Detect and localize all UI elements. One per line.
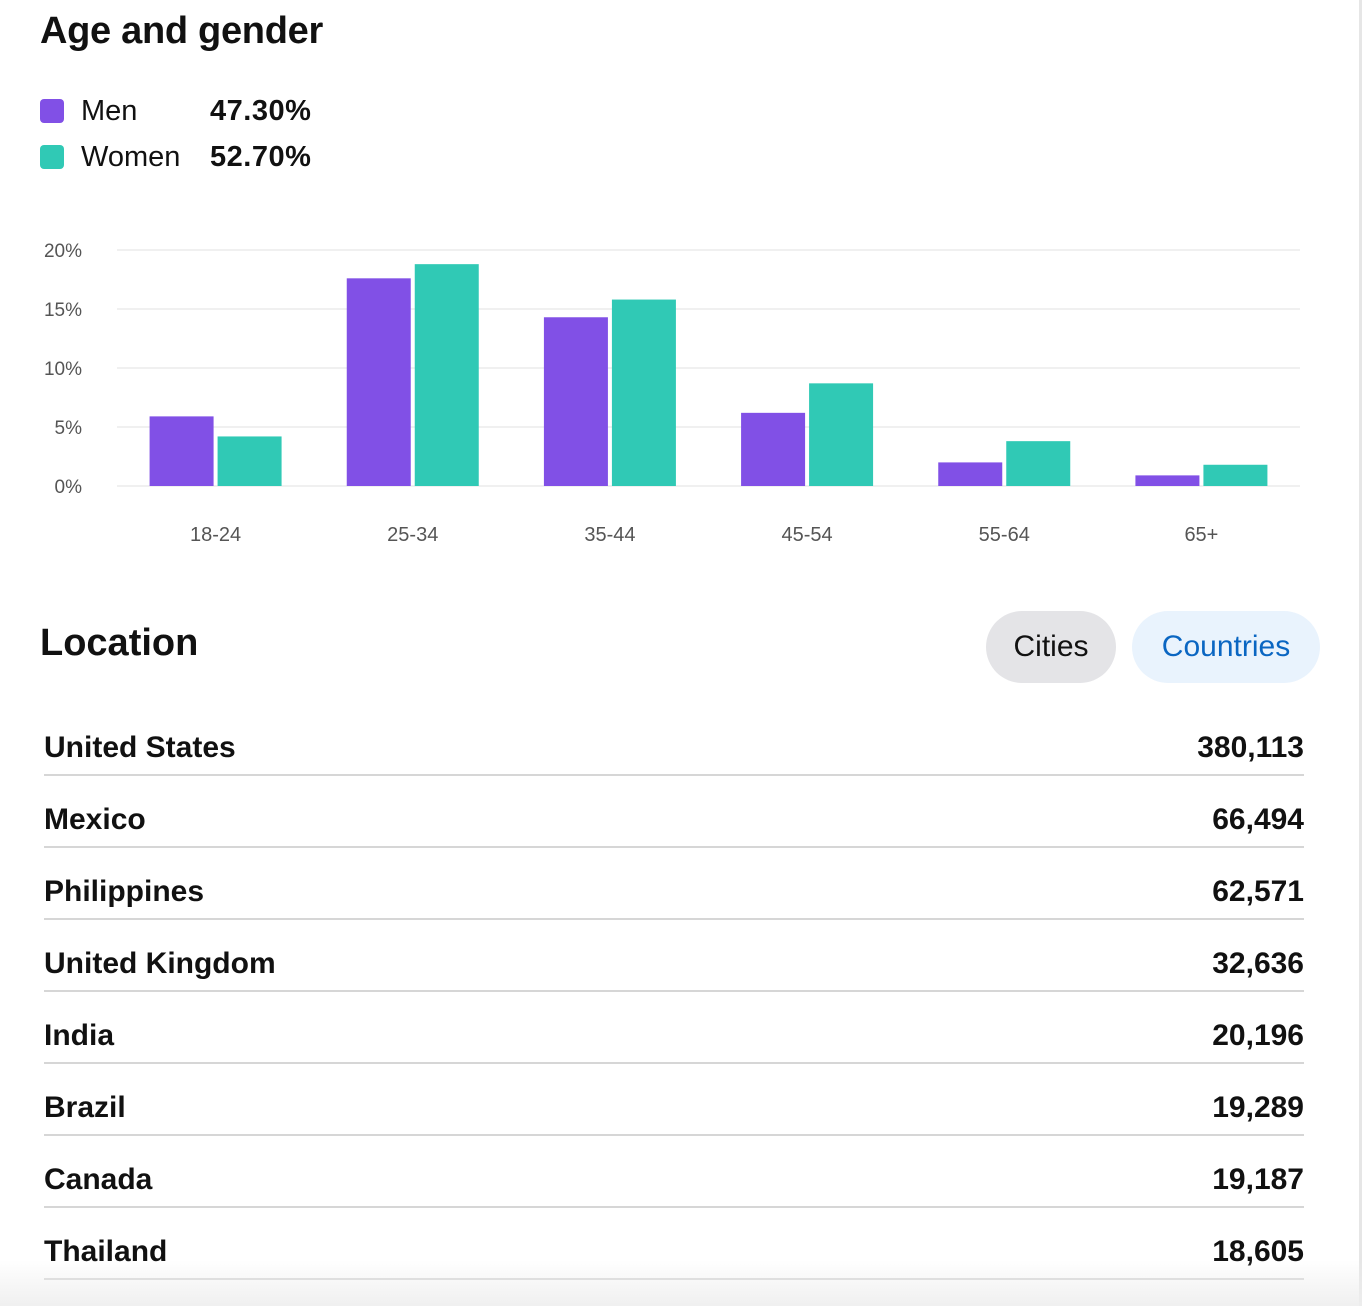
legend-value-men: 47.30%	[210, 94, 312, 127]
location-title: Location	[40, 622, 199, 664]
legend-item-men: Men 47.30%	[40, 88, 311, 134]
y-tick-label: 5%	[55, 418, 83, 439]
country-name: United Kingdom	[44, 947, 276, 980]
legend-swatch-men	[40, 99, 64, 123]
bar-men-25-34[interactable]	[346, 278, 411, 486]
country-count: 380,113	[1197, 731, 1304, 764]
country-count: 18,605	[1212, 1235, 1304, 1268]
gender-legend: Men 47.30% Women 52.70%	[40, 88, 311, 180]
country-count: 19,187	[1212, 1163, 1304, 1196]
legend-value-women: 52.70%	[210, 140, 312, 173]
legend-item-women: Women 52.70%	[40, 134, 311, 180]
country-row: India 20,196	[44, 992, 1304, 1064]
bar-women-65+[interactable]	[1203, 464, 1268, 486]
legend-label-women: Women	[81, 140, 181, 173]
legend-swatch-women	[40, 145, 64, 169]
x-tick-label: 18-24	[190, 524, 241, 546]
age-gender-bar-chart: 0% 5% 10% 15% 20% 18-24 25-34 35-44 45-54 55-64 65…	[44, 241, 1300, 546]
bar-men-35-44[interactable]	[543, 317, 608, 486]
age-gender-title: Age and gender	[40, 10, 323, 52]
country-row: Brazil 19,289	[44, 1064, 1304, 1136]
bar-women-45-54[interactable]	[809, 383, 874, 486]
country-count: 20,196	[1212, 1019, 1304, 1052]
x-tick-label: 45-54	[782, 524, 833, 546]
bar-men-65+[interactable]	[1135, 475, 1200, 486]
y-tick-label: 0%	[55, 477, 83, 498]
bar-women-55-64[interactable]	[1006, 441, 1071, 486]
country-count: 66,494	[1212, 803, 1304, 836]
country-name: United States	[44, 731, 236, 764]
x-tick-label: 35-44	[584, 524, 635, 546]
country-name: Brazil	[44, 1091, 126, 1124]
country-row: Philippines 62,571	[44, 848, 1304, 920]
country-name: Thailand	[44, 1235, 168, 1268]
country-row: Mexico 66,494	[44, 776, 1304, 848]
country-name: Canada	[44, 1163, 153, 1196]
country-count: 32,636	[1212, 947, 1304, 980]
country-row: United States 380,113	[44, 704, 1304, 776]
bar-women-35-44[interactable]	[611, 299, 676, 486]
bar-women-25-34[interactable]	[414, 264, 479, 486]
country-name: India	[44, 1019, 115, 1052]
panel-right-border	[1359, 0, 1362, 1306]
cities-tab-button[interactable]: Cities	[986, 611, 1116, 683]
country-count: 19,289	[1212, 1091, 1304, 1124]
y-tick-label: 10%	[44, 359, 82, 380]
x-tick-label: 55-64	[979, 524, 1030, 546]
country-row: Canada 19,187	[44, 1136, 1304, 1208]
bar-women-18-24[interactable]	[217, 436, 282, 486]
countries-tab-button[interactable]: Countries	[1132, 611, 1320, 683]
legend-label-men: Men	[81, 94, 138, 127]
country-list: United States 380,113 Mexico 66,494 Phil…	[44, 704, 1304, 1280]
x-tick-label: 25-34	[387, 524, 438, 546]
x-tick-label: 65+	[1184, 524, 1218, 546]
country-name: Philippines	[44, 875, 205, 908]
country-name: Mexico	[44, 803, 146, 836]
country-row: United Kingdom 32,636	[44, 920, 1304, 992]
y-tick-label: 15%	[44, 300, 82, 321]
bar-men-18-24[interactable]	[149, 416, 214, 486]
country-count: 62,571	[1212, 875, 1304, 908]
bar-men-55-64[interactable]	[938, 462, 1003, 486]
y-tick-label: 20%	[44, 241, 82, 262]
country-row: Thailand 18,605	[44, 1208, 1304, 1280]
bar-men-45-54[interactable]	[741, 412, 806, 486]
